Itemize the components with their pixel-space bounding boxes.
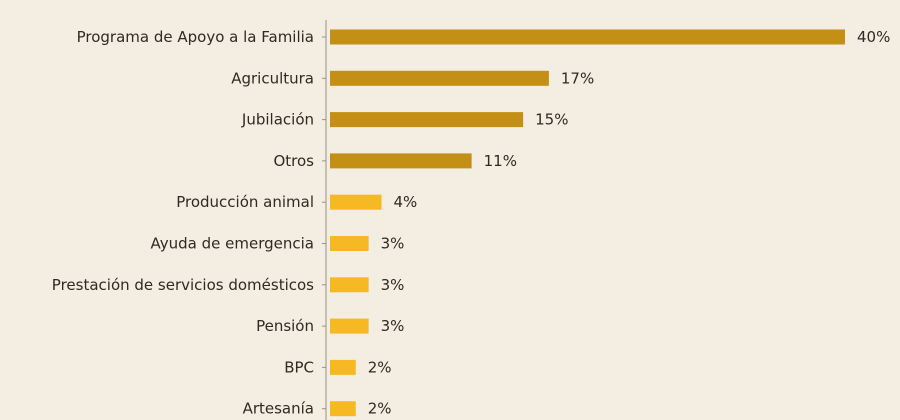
category-label: Programa de Apoyo a la Familia xyxy=(77,28,314,46)
bar xyxy=(330,236,369,251)
bar xyxy=(330,153,472,169)
bar xyxy=(330,401,356,417)
value-label: 15% xyxy=(535,111,568,129)
value-label: 3% xyxy=(381,235,405,253)
value-label: 2% xyxy=(368,400,392,418)
bar xyxy=(330,359,356,375)
value-label: 40% xyxy=(857,28,890,46)
category-label: Agricultura xyxy=(231,69,314,87)
category-label: Otros xyxy=(273,152,314,170)
value-label: 4% xyxy=(394,193,418,211)
category-label: Producción animal xyxy=(176,193,314,211)
bars-layer: Programa de Apoyo a la Familia 40% Agricul… xyxy=(52,20,890,420)
bar xyxy=(330,29,845,45)
value-label: 17% xyxy=(561,69,594,87)
value-label: 2% xyxy=(368,358,392,376)
bar xyxy=(330,194,382,210)
value-label: 3% xyxy=(381,317,405,335)
category-label: Artesanía xyxy=(243,400,314,418)
category-label: Jubilación xyxy=(241,111,314,129)
category-label: Prestación de servicios domésticos xyxy=(52,276,314,294)
bar xyxy=(330,277,369,293)
bar xyxy=(330,112,524,128)
bar xyxy=(330,318,369,334)
category-label: Pensión xyxy=(256,317,314,335)
category-label: Ayuda de emergencia xyxy=(151,235,314,253)
value-label: 3% xyxy=(381,276,405,294)
bar xyxy=(330,70,549,86)
category-label: BPC xyxy=(284,358,314,376)
value-label: 11% xyxy=(484,152,517,170)
